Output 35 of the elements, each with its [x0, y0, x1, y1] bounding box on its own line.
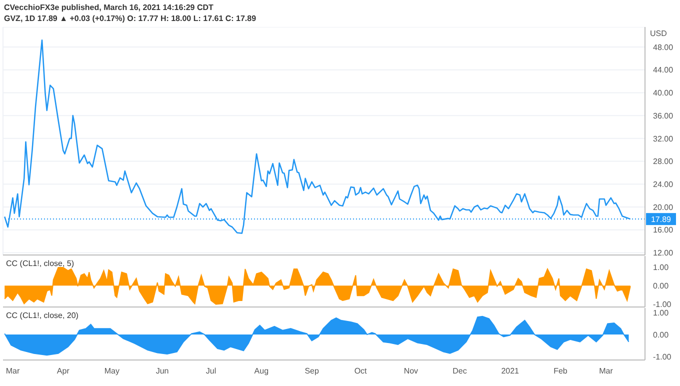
x-tick-label: Aug: [254, 366, 269, 376]
y-tick-label: 12.00: [653, 248, 674, 258]
y-tick-label: 20.00: [653, 202, 674, 212]
x-tick-label: Oct: [354, 366, 368, 376]
x-tick-label: Dec: [452, 366, 467, 376]
x-tick-label: Mar: [6, 366, 20, 376]
y-tick-label: -1.00: [653, 300, 672, 310]
y-tick-label: 1.00: [653, 308, 670, 318]
y-tick-label: 28.00: [653, 157, 674, 166]
y-tick-label: 32.00: [653, 134, 674, 144]
x-tick-label: Apr: [56, 366, 70, 376]
chart-title: CC (CL1!, close, 5): [6, 259, 74, 268]
x-tick-label: Jul: [206, 366, 216, 376]
y-tick-label: 16.00: [653, 226, 674, 235]
x-tick-label: 2021: [501, 366, 520, 376]
y-tick-label: 24.00: [653, 180, 674, 189]
y-axis-title: USD: [650, 29, 667, 38]
y-tick-label: 36.00: [653, 111, 674, 120]
x-tick-label: Mar: [599, 366, 614, 376]
y-tick-label: 44.00: [653, 66, 674, 75]
x-tick-label: Jun: [156, 366, 169, 376]
x-tick-label: May: [104, 366, 120, 376]
chart-title: CC (CL1!, close, 20): [6, 311, 78, 320]
y-tick-label: 1.00: [653, 262, 670, 272]
chart-title: CVecchioFX3e published, March 16, 2021 14:16:29 CDT: [4, 3, 214, 12]
ref-line-label: 17.89: [650, 215, 672, 224]
x-tick-label: Nov: [404, 366, 418, 376]
y-tick-label: 0.00: [653, 330, 670, 340]
y-tick-label: 48.00: [653, 42, 674, 52]
y-tick-label: 0.00: [653, 282, 670, 291]
y-tick-label: 40.00: [653, 88, 674, 98]
y-tick-label: -1.00: [653, 352, 672, 362]
x-tick-label: Sep: [304, 366, 320, 376]
x-tick-label: Feb: [554, 366, 568, 376]
chart-subtitle: GVZ, 1D 17.89 ▲ +0.03 (+0.17%) O: 17.77 H: 18.00 L: 17.61 C: 17.89: [4, 14, 256, 23]
